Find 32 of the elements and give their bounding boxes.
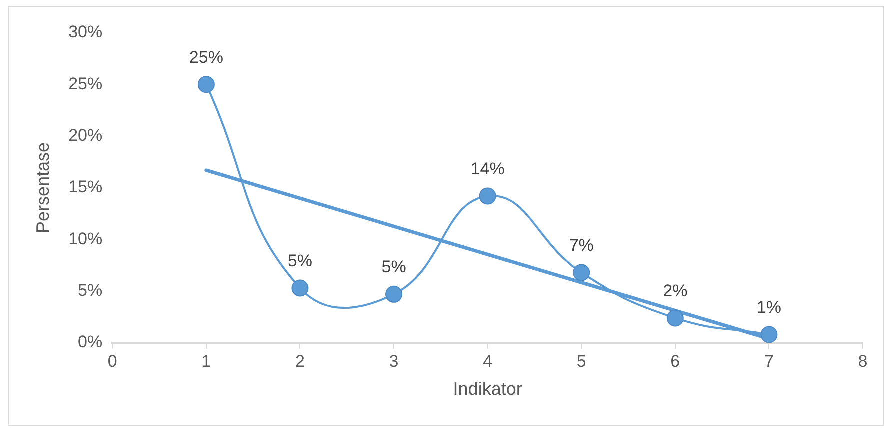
y-tick-label: 15%	[68, 178, 103, 197]
x-tick-label: 0	[108, 352, 118, 371]
y-tick-label: 20%	[68, 126, 103, 146]
point	[198, 76, 215, 94]
point	[573, 264, 590, 282]
y-tick-label: 5%	[78, 281, 103, 300]
point	[292, 280, 309, 297]
data-label: 14%	[470, 159, 505, 178]
x-tick-label: 3	[389, 352, 399, 371]
point	[760, 326, 778, 343]
x-tick-label: 8	[858, 352, 868, 371]
y-tick-label: 25%	[68, 74, 103, 94]
data-label: 2%	[663, 281, 688, 300]
point	[479, 188, 496, 205]
y-tick-label: 0%	[78, 332, 103, 352]
y-tick-label: 10%	[68, 229, 103, 248]
x-tick-label: 2	[295, 352, 305, 371]
x-tick-label: 1	[202, 352, 212, 371]
data-label: 7%	[569, 236, 594, 255]
y-tick-label: 30%	[68, 22, 103, 42]
y-axis-title: Persentase	[32, 142, 53, 234]
point	[386, 286, 403, 303]
data-label: 5%	[382, 258, 406, 277]
data-label: 25%	[189, 48, 224, 67]
point	[666, 310, 684, 327]
x-tick-label: 6	[670, 352, 680, 371]
data-label: 1%	[756, 298, 782, 317]
x-axis-title: Indikator	[453, 379, 522, 400]
x-tick-label: 4	[483, 352, 493, 371]
x-tick-label: 7	[764, 352, 774, 371]
x-tick-label: 5	[576, 352, 586, 371]
data-label: 5%	[288, 251, 313, 270]
